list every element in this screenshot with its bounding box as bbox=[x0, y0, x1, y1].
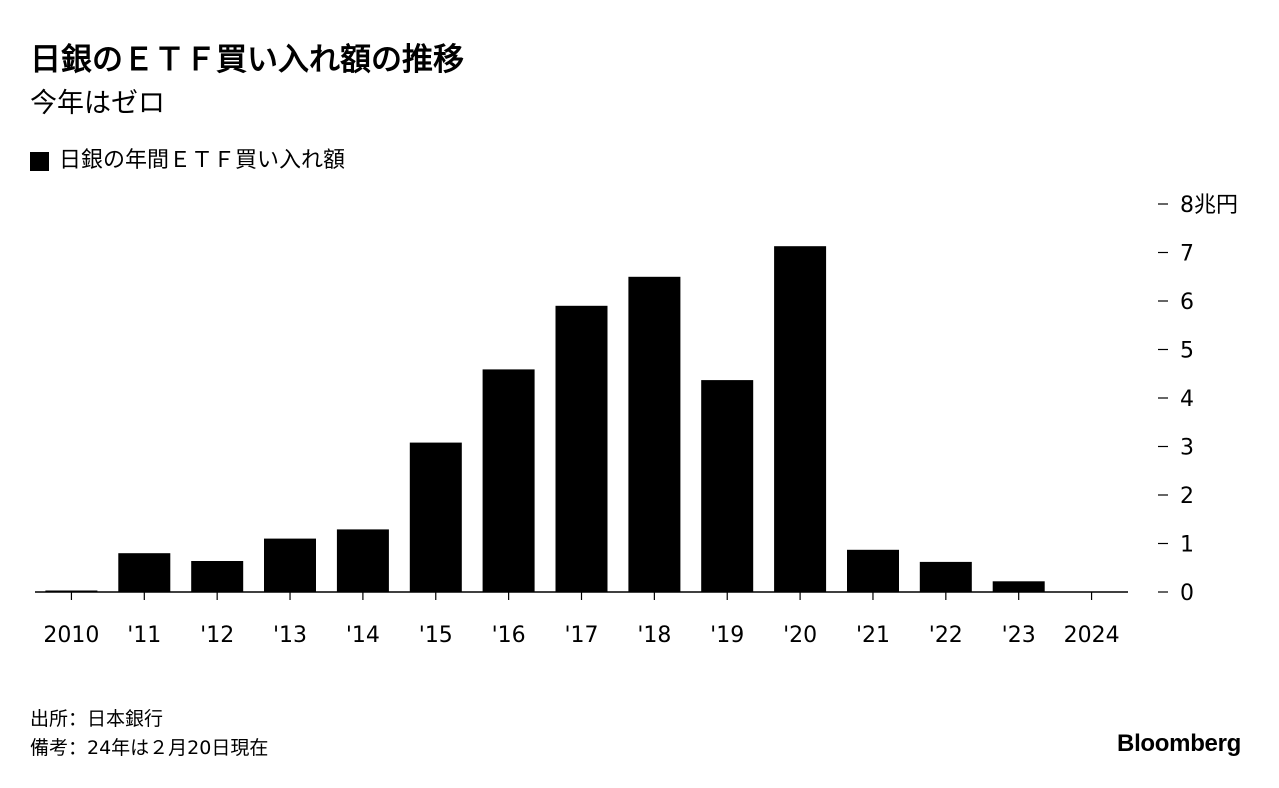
x-tick-label: '15 bbox=[419, 623, 453, 648]
x-tick-label: '22 bbox=[929, 623, 963, 648]
x-tick-label: '19 bbox=[710, 623, 744, 648]
bar bbox=[919, 561, 972, 592]
y-tick-label: 3 bbox=[1180, 436, 1194, 461]
bar bbox=[482, 369, 535, 592]
x-tick-label: '13 bbox=[273, 623, 307, 648]
x-tick-label: '16 bbox=[492, 623, 526, 648]
legend-swatch bbox=[30, 151, 49, 171]
x-tick-label: '18 bbox=[637, 623, 671, 648]
x-tick-label: 2024 bbox=[1064, 623, 1120, 648]
bar bbox=[409, 442, 462, 592]
chart-subtitle: 今年はゼロ bbox=[30, 88, 165, 119]
chart-title: 日銀のＥＴＦ買い入れ額の推移 bbox=[30, 42, 464, 78]
x-tick-label: '21 bbox=[856, 623, 890, 648]
bar bbox=[264, 538, 316, 592]
remark-note: 備考：24年は２月20日現在 bbox=[30, 737, 269, 759]
y-tick-label: 8兆円 bbox=[1180, 193, 1238, 218]
bar bbox=[191, 561, 244, 592]
x-tick-label: 2010 bbox=[43, 623, 99, 648]
legend-label: 日銀の年間ＥＴＦ買い入れ額 bbox=[59, 148, 346, 173]
y-tick-label: 0 bbox=[1180, 581, 1194, 606]
y-tick-label: 5 bbox=[1180, 339, 1194, 364]
bar bbox=[992, 581, 1045, 592]
bar bbox=[555, 305, 608, 592]
bar bbox=[118, 553, 171, 592]
x-tick-label: '17 bbox=[564, 623, 598, 648]
y-tick-label: 1 bbox=[1180, 533, 1194, 558]
x-tick-label: '20 bbox=[783, 623, 817, 648]
y-tick-label: 4 bbox=[1180, 387, 1194, 412]
bar bbox=[774, 246, 827, 592]
source-note: 出所：日本銀行 bbox=[30, 708, 164, 730]
bar bbox=[701, 380, 754, 592]
x-tick-label: '23 bbox=[1002, 623, 1036, 648]
bloomberg-logo: Bloomberg bbox=[1117, 730, 1241, 757]
y-tick-label: 6 bbox=[1180, 290, 1194, 315]
x-tick-label: '12 bbox=[200, 623, 234, 648]
bar bbox=[628, 276, 681, 593]
y-tick-label: 7 bbox=[1180, 242, 1194, 267]
legend: 日銀の年間ＥＴＦ買い入れ額 bbox=[30, 146, 345, 176]
bar bbox=[847, 549, 899, 592]
bar bbox=[336, 529, 389, 592]
y-tick-label: 2 bbox=[1180, 484, 1194, 509]
x-tick-label: '11 bbox=[127, 623, 161, 648]
x-tick-label: '14 bbox=[346, 623, 380, 648]
